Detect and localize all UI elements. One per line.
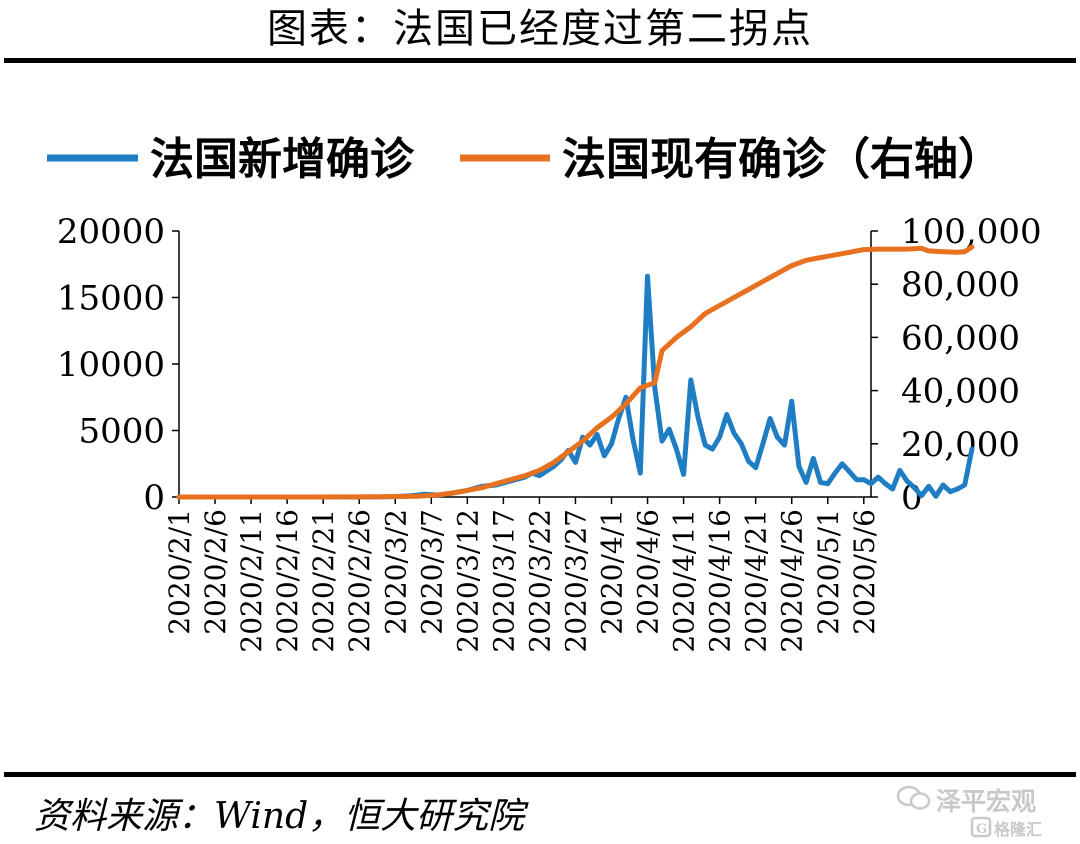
- x-tick-label: 2020/2/6: [199, 509, 232, 635]
- x-tick-label: 2020/4/6: [632, 509, 665, 635]
- x-tick-label: 2020/4/11: [668, 509, 701, 653]
- x-tick-label: 2020/5/1: [812, 509, 845, 635]
- chart: 法国新增确诊 法国现有确诊（右轴） 0500010000150002000002…: [47, 134, 1042, 653]
- x-tick-label: 2020/3/12: [451, 509, 484, 653]
- x-tick-label: 2020/3/27: [560, 509, 593, 653]
- x-tick-label: 2020/3/22: [523, 509, 556, 653]
- y-right-tick-label: 80,000: [901, 265, 1020, 305]
- source-note: 资料来源：Wind，恒大研究院: [34, 796, 525, 837]
- series-line-active-cases: [176, 244, 975, 500]
- legend-label-active: 法国现有确诊（右轴）: [562, 134, 1002, 185]
- x-tick-label: 2020/3/17: [487, 509, 520, 653]
- x-tick-label: 2020/2/16: [271, 509, 304, 653]
- y-right-tick-label: 60,000: [901, 318, 1020, 358]
- series-line-new-cases: [176, 273, 975, 500]
- x-tick-label: 2020/2/11: [235, 509, 268, 653]
- gelonghui-logo-icon: G: [970, 816, 992, 838]
- bottom-rule: [4, 772, 1076, 777]
- x-tick-label: 2020/2/21: [307, 509, 340, 653]
- y-left-tick-label: 15000: [57, 279, 165, 319]
- page-title: 图表：法国已经度过第二拐点: [267, 6, 813, 52]
- x-tick-label: 2020/3/7: [415, 509, 448, 635]
- x-tick-label: 2020/2/1: [163, 509, 196, 635]
- watermark: 泽平宏观 G 格隆汇: [896, 780, 1076, 840]
- y-right-tick-label: 20,000: [901, 425, 1020, 465]
- series-layer: [176, 244, 975, 500]
- x-tick-label: 2020/5/6: [848, 509, 881, 635]
- legend: 法国新增确诊 法国现有确诊（右轴）: [47, 134, 1002, 185]
- y-left-tick-label: 0: [143, 478, 165, 518]
- x-tick-label: 2020/4/26: [776, 509, 809, 653]
- watermark-primary: 泽平宏观: [936, 787, 1037, 816]
- wechat-icon: [896, 785, 931, 810]
- x-tick-label: 2020/4/16: [704, 509, 737, 653]
- watermark-secondary: 格隆汇: [994, 820, 1043, 839]
- legend-label-new: 法国新增确诊: [150, 134, 415, 185]
- y-left-tick-label: 10000: [57, 345, 165, 385]
- x-tick-label: 2020/4/1: [596, 509, 629, 635]
- y-left-tick-label: 20000: [57, 212, 165, 252]
- y-left-tick-label: 5000: [78, 412, 165, 452]
- x-tick-label: 2020/2/26: [343, 509, 376, 653]
- axes: 05000100001500020000020,00040,00060,0008…: [57, 212, 1042, 653]
- x-tick-label: 2020/4/21: [740, 509, 773, 653]
- y-right-tick-label: 40,000: [901, 372, 1020, 412]
- x-tick-label: 2020/3/2: [379, 509, 412, 635]
- top-rule: [4, 58, 1076, 63]
- svg-text:G: G: [976, 822, 987, 837]
